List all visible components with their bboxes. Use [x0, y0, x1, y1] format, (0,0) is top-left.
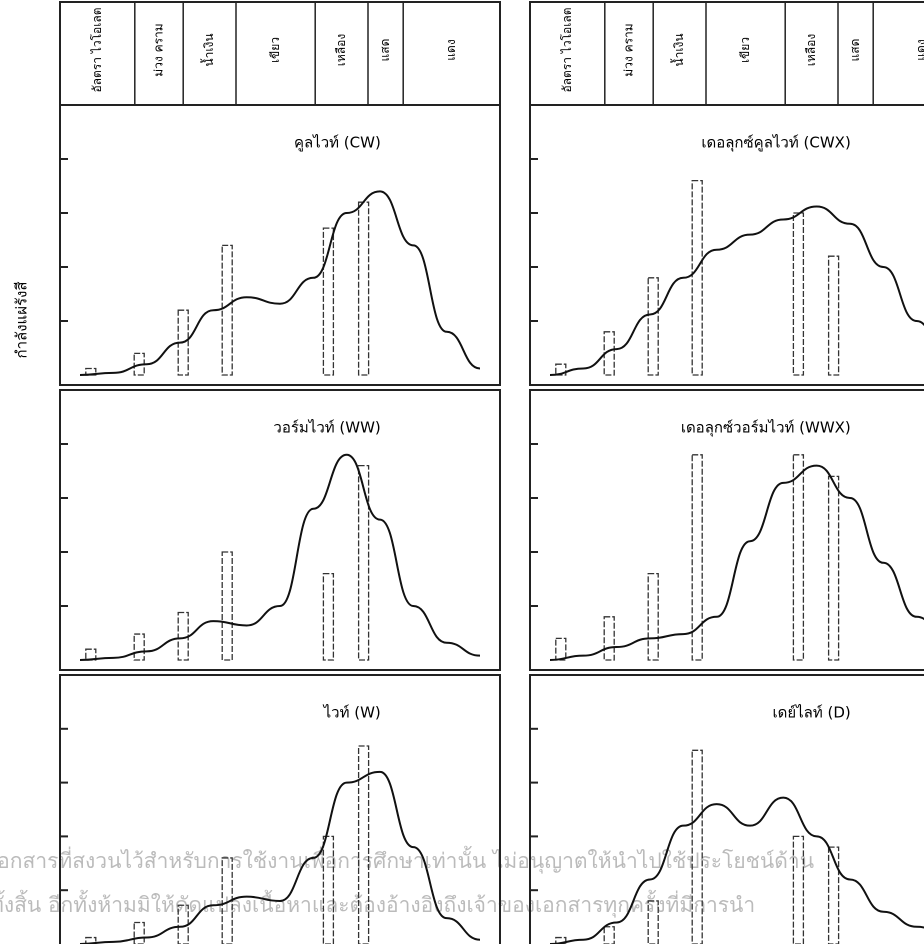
band-label: อัลตรา ไวโอเลต	[560, 7, 574, 92]
bar	[357, 464, 370, 661]
band-label: ม่วง คราม	[622, 23, 636, 76]
spectral-curve	[79, 190, 481, 376]
spectral-curve	[549, 796, 924, 944]
bar	[647, 900, 659, 944]
bar	[322, 835, 335, 944]
watermark: ทั้งสิ้น อีกทั้งห้ามมิให้ดัดแปลงเนื้อหาแ…	[0, 890, 755, 918]
band-label: แดง	[914, 39, 924, 60]
bar	[647, 572, 659, 661]
bar	[322, 227, 335, 376]
bar	[85, 936, 97, 944]
band-label: อัลตรา ไวโอเลต	[90, 7, 104, 92]
header-frame	[529, 1, 924, 106]
panel-title: วอร์มไวท์ (WW)	[273, 419, 380, 437]
band-label: แสด	[848, 39, 862, 62]
bar	[603, 616, 615, 661]
bar	[357, 201, 370, 376]
bar	[792, 835, 805, 944]
bar	[827, 475, 840, 661]
band-label: น้ำเงิน	[200, 33, 216, 66]
bar	[827, 255, 840, 376]
panel-frame	[529, 104, 924, 386]
spectral-curve	[79, 770, 481, 944]
panel-title: เดอลุกซ์คูลไวท์ (CWX)	[701, 134, 850, 153]
band-label: แดง	[444, 39, 458, 60]
bar	[555, 637, 567, 661]
bar	[827, 846, 840, 944]
bar	[603, 926, 615, 944]
spectral-curve	[549, 464, 924, 661]
bar	[133, 921, 145, 944]
band-label: ม่วง คราม	[152, 23, 166, 76]
band-label: เขียว	[268, 37, 282, 63]
bar	[555, 936, 567, 944]
spectral-curve	[549, 205, 924, 376]
panel-title: เดอลุกซ์วอร์มไวท์ (WWX)	[681, 419, 851, 438]
panel-frame	[529, 674, 924, 944]
bar	[221, 551, 233, 661]
y-axis-label: กำลังแผ่รังสี	[13, 281, 31, 358]
band-label: เหลือง	[334, 34, 348, 66]
panel-title: เดย์ไลท์ (D)	[772, 704, 850, 722]
panel-frame	[529, 389, 924, 671]
bar	[691, 749, 703, 944]
band-label: เหลือง	[804, 34, 818, 66]
bar	[792, 212, 805, 376]
bar	[792, 454, 805, 661]
panel-frame	[59, 389, 501, 671]
bar	[221, 244, 233, 376]
bar	[555, 363, 567, 376]
bar	[322, 572, 335, 661]
panel-frame	[59, 104, 501, 386]
panel-title: คูลไวท์ (CW)	[294, 134, 381, 152]
bar	[647, 277, 659, 376]
bar	[133, 633, 145, 661]
panel-frame	[59, 674, 501, 944]
band-label: แสด	[378, 39, 392, 62]
bar	[691, 179, 703, 376]
panel-title: ไวท์ (W)	[323, 704, 381, 722]
bar	[691, 454, 703, 661]
band-label: น้ำเงิน	[670, 33, 686, 66]
band-label: เขียว	[738, 37, 752, 63]
spectral-curve	[79, 453, 481, 661]
watermark: เอกสารที่สงวนไว้สำหรับการใช้งานเพื่อการศ…	[0, 846, 814, 874]
